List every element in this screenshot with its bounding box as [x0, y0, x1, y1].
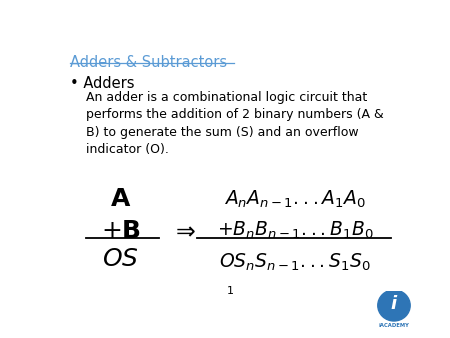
Text: iACADEMY: iACADEMY: [378, 323, 410, 328]
Text: An adder is a combinational logic circuit that
performs the addition of 2 binary: An adder is a combinational logic circui…: [86, 91, 384, 156]
Text: $+\mathbf{B}$: $+\mathbf{B}$: [101, 219, 141, 243]
Text: $\Rightarrow$: $\Rightarrow$: [171, 219, 196, 243]
Text: $+B_n B_{n-1}...B_1 B_0$: $+B_n B_{n-1}...B_1 B_0$: [217, 220, 374, 241]
Text: $OS_n S_{n-1}...S_1 S_0$: $OS_n S_{n-1}...S_1 S_0$: [219, 252, 371, 273]
Text: $\mathbf{A}$: $\mathbf{A}$: [110, 187, 131, 211]
Text: $A_n A_{n-1}...A_1 A_0$: $A_n A_{n-1}...A_1 A_0$: [224, 189, 366, 210]
Text: 1: 1: [227, 286, 234, 296]
Circle shape: [378, 290, 410, 321]
Text: i: i: [391, 295, 397, 313]
Text: • Adders: • Adders: [70, 76, 135, 91]
Text: $\mathit{OS}$: $\mathit{OS}$: [103, 247, 139, 271]
Text: Adders & Subtractors: Adders & Subtractors: [70, 55, 227, 70]
